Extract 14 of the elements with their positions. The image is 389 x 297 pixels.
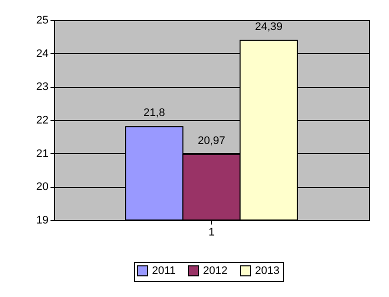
legend-label: 2013	[255, 264, 280, 277]
data-label: 20,97	[198, 134, 226, 147]
data-label: 24,39	[255, 20, 283, 33]
y-tick-label: 21	[36, 148, 48, 160]
y-tick-label: 20	[36, 181, 48, 194]
y-tick-label: 24	[36, 48, 48, 60]
y-tick-label: 22	[36, 114, 48, 126]
y-tick-label: 19	[36, 214, 48, 226]
data-label: 21,8	[144, 107, 165, 120]
legend-label: 2012	[203, 264, 228, 277]
y-tick-label: 23	[36, 81, 48, 94]
legend-label: 2011	[152, 264, 176, 277]
x-tick-label: 1	[208, 226, 215, 238]
y-tick-label: 25	[36, 14, 48, 26]
